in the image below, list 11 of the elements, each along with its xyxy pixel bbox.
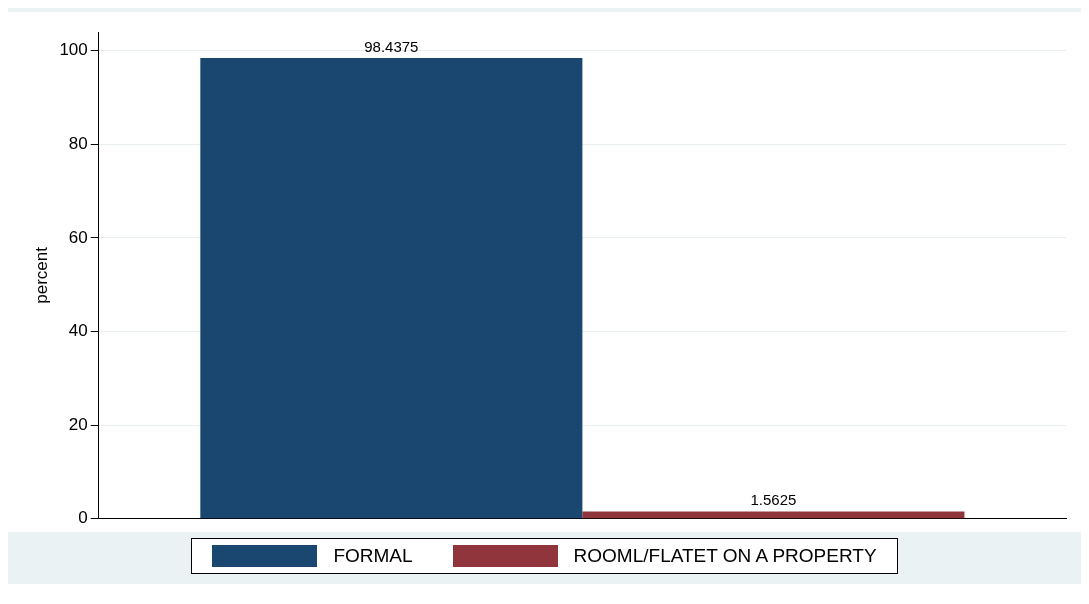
data-label: 98.4375 [364, 37, 419, 55]
y-tick-label: 100 [59, 40, 88, 60]
series-label: ROOML/FLATET ON A PROPERTY [573, 545, 877, 567]
series-label: FORMAL [333, 545, 413, 567]
y-axis-title: percent [31, 246, 51, 304]
y-tick-label: 20 [68, 414, 88, 434]
y-tick-label: 60 [68, 227, 88, 247]
data-label: 1.5625 [750, 491, 797, 509]
y-tick-label: 40 [68, 321, 88, 341]
y-tick-label: 0 [78, 508, 88, 528]
y-tick-label: 80 [68, 134, 88, 154]
